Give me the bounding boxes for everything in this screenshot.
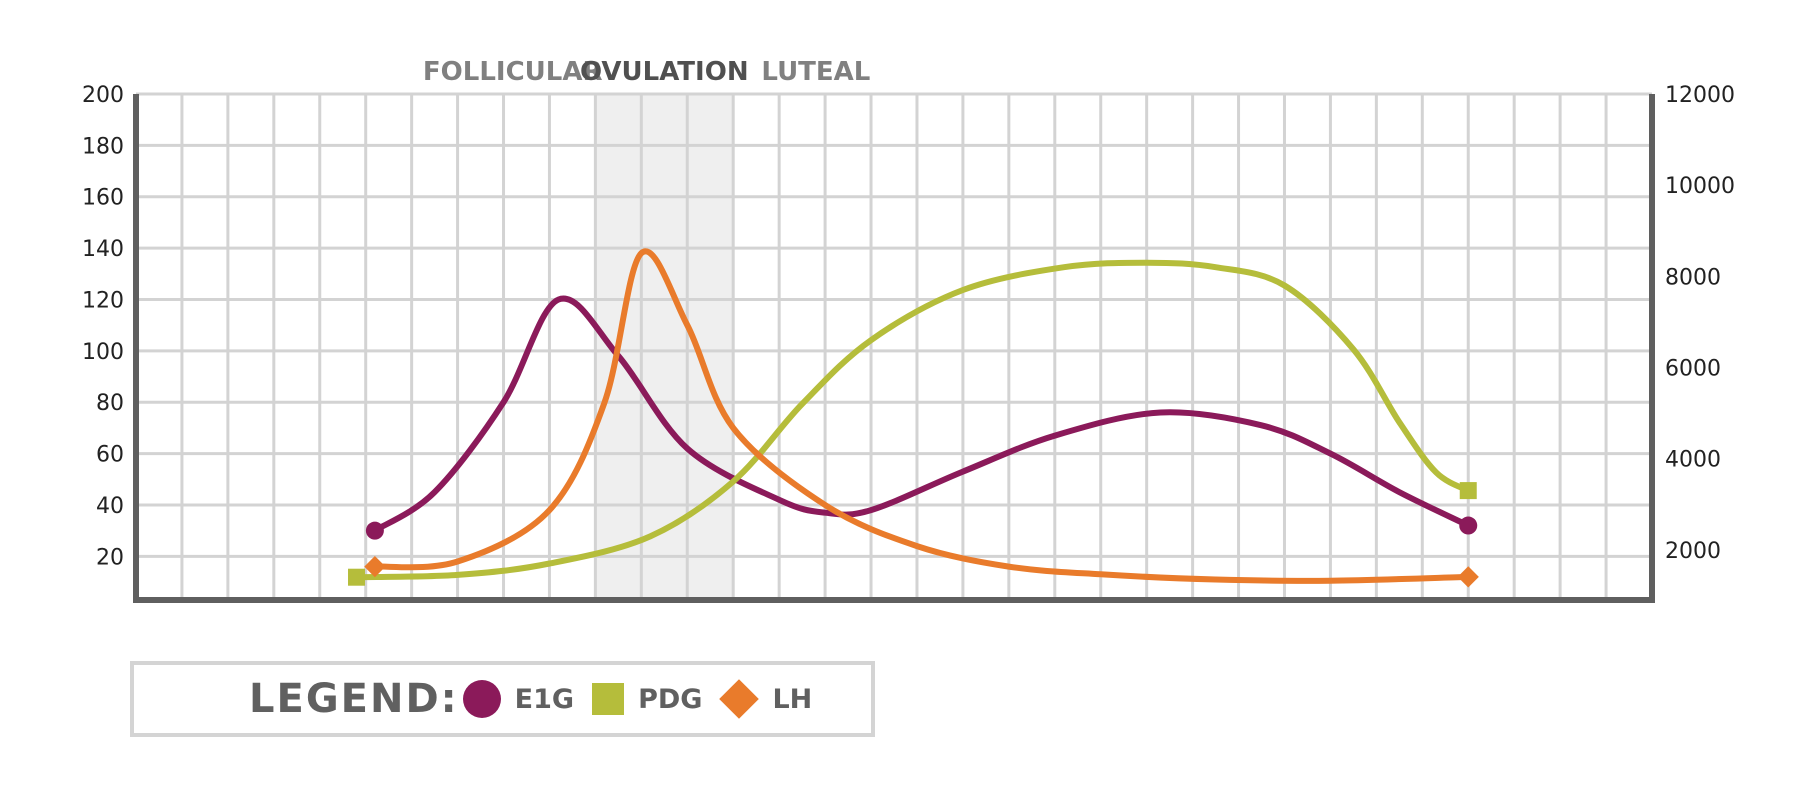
y-right-tick-label: 2000 [1665,539,1721,564]
y-left-tick-label: 180 [82,134,124,159]
y-left-tick-label: 140 [82,237,124,262]
series-line-pdg [353,259,1472,581]
point-e1g [365,521,384,540]
series-lines [353,248,1472,584]
y-left-tick-label: 120 [82,288,124,313]
point-pdg [348,568,366,586]
point-lh [364,556,386,578]
legend-item-e1g: E1G [462,680,575,718]
phase-label-ovulation: OVULATION [580,57,749,87]
y-right-tick-label: 4000 [1665,448,1721,473]
y-right-tick-label: 8000 [1665,265,1721,290]
e1g-circle-icon [462,680,501,718]
legend-label-e1g: E1G [514,683,575,715]
point-e1g [1459,516,1478,535]
y-right-tick-label: 6000 [1665,357,1721,382]
y-left-tick-label: 80 [96,391,124,416]
phase-label-follicular: FOLLICULAR [423,57,603,87]
point-pdg [1459,482,1477,500]
y-right-tick-label: 10000 [1665,174,1735,199]
point-lh [1457,566,1479,588]
legend-label-pdg: PDG [638,683,703,715]
legend: LEGEND: E1G PDG LH [130,661,875,737]
series-markers [348,482,1479,588]
y-right-tick-label: 12000 [1665,83,1735,108]
lh-diamond-icon [719,679,760,719]
legend-item-pdg: PDG [592,683,702,715]
series-line-e1g [371,295,1472,534]
y-left-tick-label: 60 [96,443,124,468]
series-line-lh [371,248,1472,584]
y-left-tick-label: 40 [96,494,124,519]
y-left-tick-label: 20 [96,545,124,570]
chart-axes [133,94,1655,603]
phase-label-luteal: LUTEAL [761,57,870,87]
y-left-tick-label: 200 [82,83,124,108]
pdg-square-icon [592,683,625,715]
y-left-tick-label: 160 [82,186,124,211]
chart-gridlines [136,92,1652,600]
legend-label-lh: LH [772,683,813,715]
tick-labels: 200 180 160 140 120 100 80 60 40 20 12000 10000 8000… [82,83,1735,570]
legend-item-lh: LH [719,679,813,719]
legend-title: LEGEND: [249,676,459,722]
y-left-tick-label: 100 [82,340,124,365]
